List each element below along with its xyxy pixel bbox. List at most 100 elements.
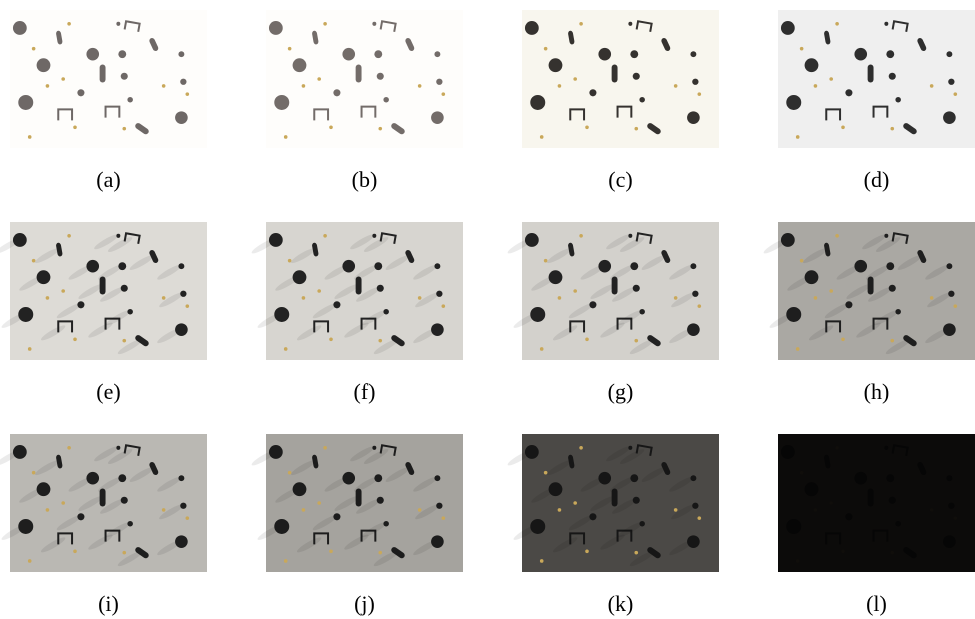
object [946,263,952,269]
object [639,309,645,315]
small-object [67,446,71,450]
object [383,309,389,315]
small-object [61,501,65,505]
small-object [954,304,958,308]
small-object [122,551,126,555]
small-object [46,296,50,300]
panel-label: (f) [354,379,376,404]
small-object [540,559,544,563]
small-object [442,92,446,96]
small-object [585,126,589,130]
photo-panel [250,222,463,360]
object [127,97,133,103]
object [639,521,645,527]
object [805,58,819,72]
small-object [162,296,166,300]
small-object [122,339,126,343]
small-object [378,339,382,343]
small-object [890,551,894,555]
panel-label: (g) [608,379,634,404]
small-object [796,559,800,563]
small-object [800,259,804,263]
object [293,270,307,284]
object [549,270,563,284]
object [630,474,638,482]
object [889,285,896,292]
small-object [32,471,36,475]
panel-label: (d) [864,167,890,192]
photo-background [266,10,463,148]
small-object [800,47,804,51]
object [127,309,133,315]
small-object [573,77,577,81]
object [886,50,894,58]
small-object [544,471,548,475]
object [633,73,640,80]
small-object [579,446,583,450]
small-object [378,127,382,131]
object [274,95,289,110]
small-object [814,296,818,300]
object [948,79,954,85]
object [356,277,362,295]
object [868,489,874,507]
object [13,445,27,459]
object [948,291,954,297]
small-object [674,84,678,88]
small-object [378,551,382,555]
small-object [122,127,126,131]
object [377,73,384,80]
object [18,519,33,534]
object [948,503,954,509]
small-object [162,508,166,512]
object [805,270,819,284]
small-object [890,127,894,131]
object [274,519,289,534]
small-object [442,516,446,520]
object [589,89,596,96]
object [868,277,874,295]
object [77,513,84,520]
small-object [302,84,306,88]
object [436,503,442,509]
small-object [814,84,818,88]
small-object [585,338,589,342]
object [86,48,99,61]
small-object [288,471,292,475]
object [781,21,795,35]
object [37,58,51,72]
object [845,301,852,308]
small-object [61,77,65,81]
object [687,323,700,336]
photo-panel [506,222,719,360]
object [530,519,545,534]
object [13,21,27,35]
photo-panel [778,10,975,148]
object [633,285,640,292]
object [121,73,128,80]
object [786,519,801,534]
object [431,323,444,336]
small-object [573,289,577,293]
object [333,513,340,520]
small-object [329,126,333,130]
object [333,89,340,96]
small-object [317,501,321,505]
panel-label: (i) [98,591,119,616]
object [589,513,596,520]
object [854,48,867,61]
object [781,445,795,459]
small-object [544,259,548,263]
object [383,521,389,527]
object [895,97,901,103]
object [269,445,283,459]
object [845,513,852,520]
object [525,445,539,459]
small-object [579,234,583,238]
small-object [162,84,166,88]
small-object [186,92,190,96]
object [77,89,84,96]
object [687,111,700,124]
small-object [28,347,32,351]
object [436,291,442,297]
